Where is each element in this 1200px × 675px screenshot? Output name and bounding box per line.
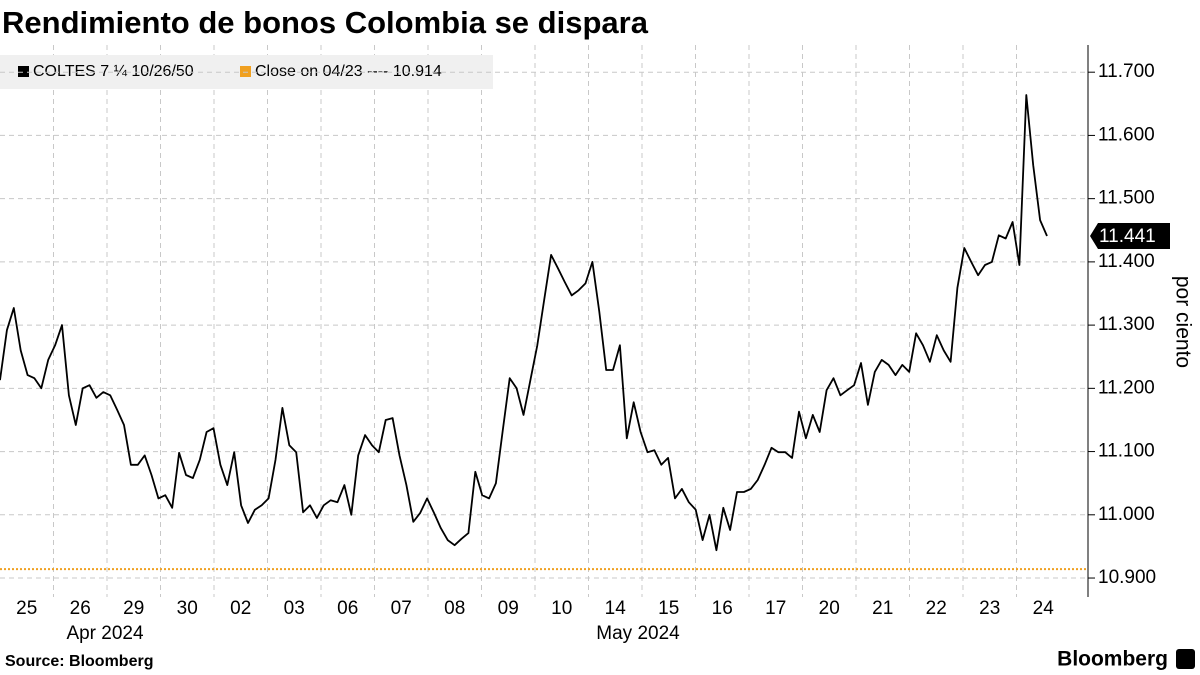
x-tick-label: 22 <box>926 598 947 619</box>
y-tick-label: 11.000 <box>1098 504 1155 525</box>
x-tick-label: 02 <box>230 598 251 619</box>
x-tick-label: 20 <box>819 598 840 619</box>
x-tick-label: 23 <box>979 598 1000 619</box>
last-value-label: 11.441 <box>1099 226 1156 247</box>
period-label: Apr 2024 <box>66 623 144 644</box>
source: Source: Bloomberg <box>5 653 153 670</box>
last-value-flag <box>1090 222 1170 249</box>
x-tick-label: 24 <box>1033 598 1055 619</box>
legend-label: COLTES 7 ¼ 10/26/50 <box>33 63 194 80</box>
brand-icon <box>1176 649 1195 669</box>
x-tick-label: 15 <box>658 598 679 619</box>
x-tick-label: 25 <box>16 598 37 619</box>
x-tick-label: 07 <box>391 598 412 619</box>
x-tick-label: 03 <box>284 598 305 619</box>
y-tick-label: 10.900 <box>1098 567 1156 588</box>
x-tick-label: 16 <box>712 598 733 619</box>
y-tick-label: 11.200 <box>1098 377 1155 398</box>
brand: Bloomberg <box>1057 648 1168 671</box>
x-grid <box>53 45 1017 597</box>
y-tick-label: 11.600 <box>1098 124 1155 145</box>
y-tick-label: 11.500 <box>1098 188 1155 209</box>
legend-label: Close on 04/23 ---- 10.914 <box>255 63 442 80</box>
x-tick-label: 08 <box>444 598 465 619</box>
x-tick-label: 29 <box>123 598 144 619</box>
chart-title: Rendimiento de bonos Colombia se dispara <box>2 5 649 40</box>
legend-swatch <box>18 66 29 77</box>
x-tick-label: 14 <box>605 598 627 619</box>
period-label: May 2024 <box>596 623 680 644</box>
x-tick-label: 26 <box>70 598 91 619</box>
legend-swatch <box>240 66 251 77</box>
y-tick-label: 11.700 <box>1098 61 1155 82</box>
x-tick-label: 10 <box>551 598 572 619</box>
x-tick-label: 30 <box>177 598 198 619</box>
x-tick-label: 09 <box>498 598 519 619</box>
y-axis-label: por ciento <box>1171 276 1194 368</box>
y-tick-label: 11.100 <box>1098 441 1155 462</box>
x-tick-label: 06 <box>337 598 358 619</box>
line <box>0 94 1048 552</box>
x-tick-label: 17 <box>765 598 786 619</box>
y-tick-label: 11.300 <box>1098 314 1155 335</box>
x-tick-label: 21 <box>872 598 893 619</box>
y-tick-label: 11.400 <box>1098 251 1155 272</box>
